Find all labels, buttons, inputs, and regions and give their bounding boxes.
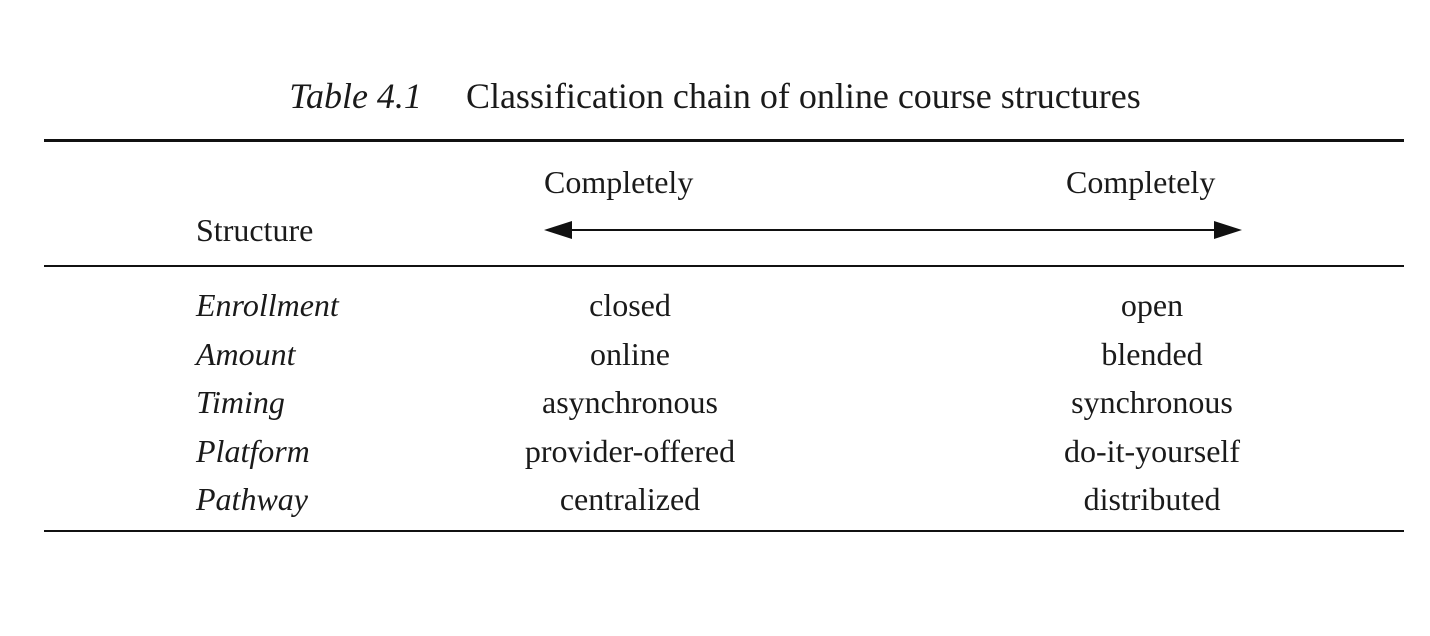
row-right-value: synchronous bbox=[1071, 384, 1233, 420]
mid-rule bbox=[44, 265, 1404, 267]
table-row: Amount online blended bbox=[0, 332, 1430, 381]
table-caption: Table 4.1 Classification chain of online … bbox=[0, 72, 1430, 120]
row-right-value: blended bbox=[1101, 335, 1203, 372]
row-structure-name: Pathway bbox=[196, 481, 308, 517]
header-left-label: Completely bbox=[544, 164, 694, 200]
header-structure-label: Structure bbox=[196, 212, 314, 248]
table-label: Table 4.1 bbox=[289, 76, 422, 116]
row-left-value: asynchronous bbox=[542, 384, 718, 420]
table-title: Classification chain of online course st… bbox=[465, 76, 1141, 116]
row-left-value: provider-offered bbox=[524, 432, 736, 469]
row-left-value: online bbox=[590, 335, 670, 372]
row-structure-name: Platform bbox=[196, 432, 310, 469]
table-row: Platform provider-offered do-it-yourself bbox=[0, 429, 1430, 478]
row-structure-name: Amount bbox=[196, 335, 296, 372]
row-right-value: distributed bbox=[1083, 481, 1221, 517]
row-structure-name: Enrollment bbox=[196, 287, 339, 323]
row-left-value: centralized bbox=[559, 481, 701, 517]
row-structure-name: Timing bbox=[196, 384, 285, 420]
top-rule bbox=[44, 139, 1404, 142]
table-row: Timing asynchronous synchronous bbox=[0, 380, 1430, 429]
table-body: Enrollment closed open Amount online blended T… bbox=[0, 283, 1430, 526]
double-arrow-icon bbox=[544, 221, 1242, 239]
table-row: Pathway centralized distributed bbox=[0, 477, 1430, 526]
row-left-value: closed bbox=[589, 287, 671, 323]
bottom-rule bbox=[44, 530, 1404, 532]
row-right-value: do-it-yourself bbox=[1064, 432, 1240, 469]
table-row: Enrollment closed open bbox=[0, 283, 1430, 332]
header-right-label: Completely bbox=[1066, 164, 1216, 200]
row-right-value: open bbox=[1120, 287, 1184, 323]
